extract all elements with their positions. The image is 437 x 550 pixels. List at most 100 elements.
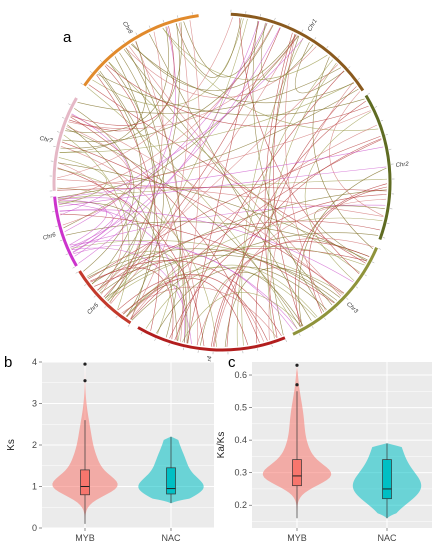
synteny-link [268, 35, 300, 336]
ring-tick [135, 32, 138, 35]
box-myb [80, 469, 90, 496]
synteny-link [92, 18, 244, 107]
ring-tick [154, 338, 156, 341]
chromosome-arc-chr2 [364, 94, 392, 240]
ring-tick [324, 317, 326, 320]
synteny-link [99, 189, 387, 294]
chromosome-label: Chr5 [87, 302, 101, 316]
synteny-link [252, 20, 325, 312]
synteny-link [162, 27, 379, 131]
ring-tick [72, 266, 75, 269]
outlier-point [295, 383, 299, 387]
ring-tick [55, 225, 58, 227]
synteny-link [67, 124, 178, 341]
synteny-link [63, 35, 299, 229]
synteny-link [196, 238, 374, 346]
ring-tick [61, 117, 65, 119]
ring-tick [93, 295, 96, 298]
synteny-link [70, 25, 175, 126]
ring-tick [183, 347, 184, 351]
chromosome-ring: Chr1Chr2Chr3Chr4Chr5Chr6Chr7Chr8 [39, 9, 410, 369]
y-tick-label: 1 [32, 482, 37, 492]
ring-tick [84, 284, 87, 286]
synteny-link [59, 82, 354, 153]
synteny-link [96, 74, 160, 331]
synteny-links [56, 17, 388, 348]
chromosome-label: Chr1 [307, 18, 319, 32]
ring-tick [364, 274, 367, 277]
ring-tick [257, 348, 259, 351]
ring-tick [382, 237, 386, 239]
synteny-link [175, 20, 201, 341]
x-tick-label: NAC [377, 533, 397, 543]
synteny-link [57, 168, 217, 347]
synteny-link [58, 157, 107, 206]
ring-tick [386, 222, 390, 224]
synteny-link [329, 91, 384, 217]
synteny-link [97, 64, 339, 291]
ring-tick [346, 297, 349, 300]
synteny-link [92, 72, 142, 285]
synteny-link [91, 256, 191, 344]
ring-tick [99, 59, 102, 62]
synteny-link [131, 232, 379, 321]
panel-c-letter: c [228, 354, 236, 371]
synteny-link [56, 17, 233, 179]
synteny-link [65, 26, 169, 133]
ring-tick [115, 315, 118, 319]
ring-tick [168, 343, 170, 347]
synteny-link [74, 27, 281, 257]
panel-a-letter: a [63, 29, 72, 46]
ring-tick [385, 134, 388, 136]
synteny-link [312, 56, 374, 250]
synteny-link [175, 18, 242, 78]
synteny-link [130, 22, 189, 320]
synteny-link [126, 275, 264, 342]
synteny-link [241, 38, 304, 346]
y-tick-label: 0.6 [234, 370, 247, 380]
synteny-link [284, 34, 326, 311]
ring-tick [355, 286, 359, 289]
synteny-link [106, 64, 369, 127]
synteny-link [108, 61, 361, 273]
synteny-link [268, 81, 354, 341]
synteny-link [130, 44, 355, 104]
x-tick-label: MYB [287, 533, 307, 543]
ring-tick [367, 92, 370, 95]
synteny-link [59, 209, 114, 253]
outlier-point [295, 363, 299, 367]
synteny-link [62, 126, 131, 226]
synteny-link [90, 260, 282, 337]
synteny-link [273, 33, 303, 327]
synteny-link [63, 134, 130, 310]
synteny-link [58, 162, 124, 295]
synteny-link [57, 187, 138, 293]
x-tick-label: NAC [161, 533, 181, 543]
synteny-link [77, 67, 342, 114]
ring-tick [53, 145, 56, 147]
box-nac [166, 467, 176, 495]
synteny-link [97, 23, 181, 291]
chromosome-label: Chr6 [42, 232, 57, 242]
y-tick-label: 3 [32, 399, 37, 409]
ring-tick [80, 82, 83, 85]
synteny-link [298, 167, 387, 327]
ring-tick [301, 29, 304, 32]
ring-tick [348, 66, 351, 69]
chromosome-label: Chr8 [121, 21, 133, 36]
synteny-link [97, 73, 365, 116]
ks-violin-plot: 0 1 2 3 4 Ks MYB NAC [6, 357, 214, 543]
y-tick-label: 4 [32, 357, 37, 367]
outlier-point [83, 379, 87, 383]
ring-tick [140, 332, 143, 335]
synteny-link [106, 246, 365, 301]
y-tick-label: 0.4 [234, 435, 247, 445]
synteny-link [60, 38, 304, 216]
synteny-link [145, 264, 318, 329]
ring-tick [65, 253, 69, 256]
synteny-link [308, 186, 387, 314]
synteny-link [58, 166, 387, 207]
ring-tick [177, 15, 179, 18]
synteny-link [88, 84, 366, 264]
